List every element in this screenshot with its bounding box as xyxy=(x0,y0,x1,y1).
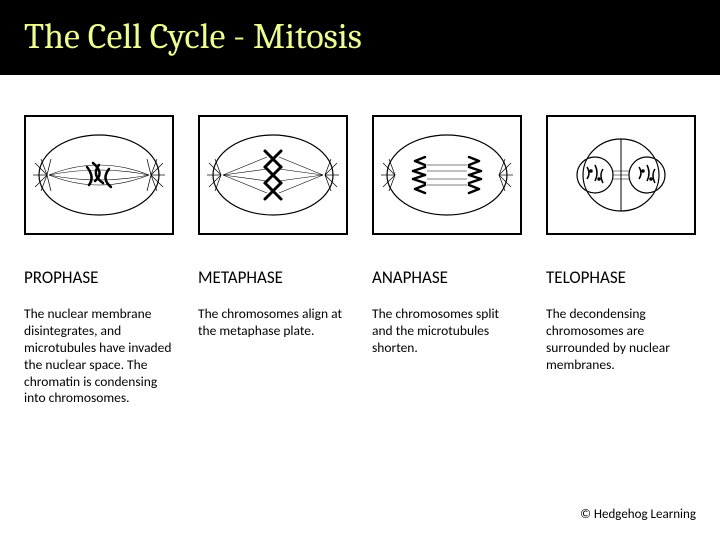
phase-telophase: TELOPHASE The decondensing chromosomes a… xyxy=(546,267,696,407)
phase-name: METAPHASE xyxy=(198,267,348,288)
phase-desc: The chromosomes align at the metaphase p… xyxy=(198,306,348,340)
diagram-row xyxy=(24,115,696,235)
phase-metaphase: METAPHASE The chromosomes align at the m… xyxy=(198,267,348,407)
phase-desc: The decondensing chromosomes are surroun… xyxy=(546,306,696,374)
phase-desc: The nuclear membrane disintegrates, and … xyxy=(24,306,174,407)
phase-descriptions: PROPHASE The nuclear membrane disintegra… xyxy=(24,267,696,407)
phase-anaphase: ANAPHASE The chromosomes split and the m… xyxy=(372,267,522,407)
content-area: PROPHASE The nuclear membrane disintegra… xyxy=(0,75,720,407)
prophase-diagram xyxy=(24,115,174,235)
metaphase-diagram xyxy=(198,115,348,235)
title-bar: The Cell Cycle - Mitosis xyxy=(0,0,720,75)
copyright: © Hedgehog Learning xyxy=(580,507,696,522)
anaphase-diagram xyxy=(372,115,522,235)
phase-desc: The chromosomes split and the microtubul… xyxy=(372,306,522,357)
phase-name: PROPHASE xyxy=(24,267,174,288)
phase-name: ANAPHASE xyxy=(372,267,522,288)
page-title: The Cell Cycle - Mitosis xyxy=(24,16,362,57)
phase-prophase: PROPHASE The nuclear membrane disintegra… xyxy=(24,267,174,407)
phase-name: TELOPHASE xyxy=(546,267,696,288)
telophase-diagram xyxy=(546,115,696,235)
